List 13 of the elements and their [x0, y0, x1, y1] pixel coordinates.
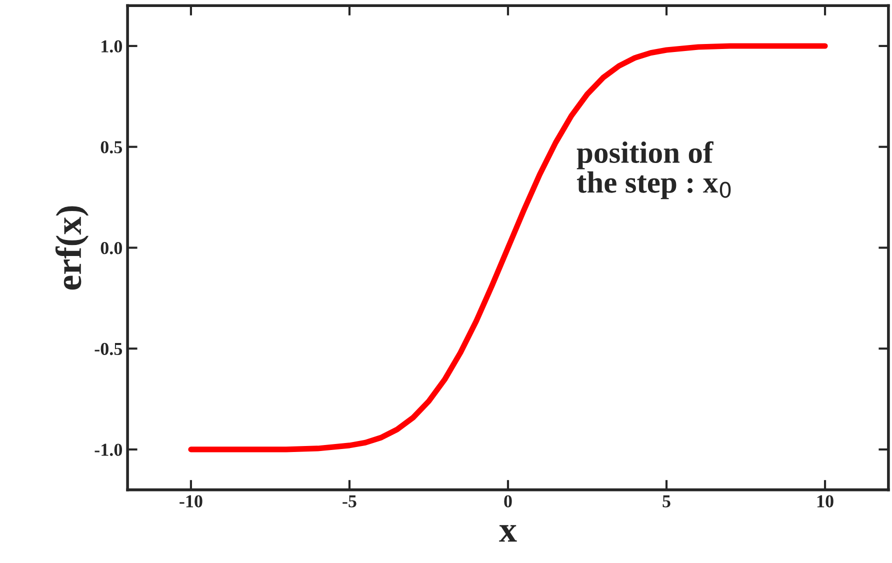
x-axis-title: x	[499, 525, 517, 542]
y-tick-label: 1.0	[102, 40, 122, 52]
y-tick-label: -0.5	[94, 342, 122, 356]
annotation: position of the step : x$_{0}$	[576, 141, 731, 200]
y-tick-label: 0.0	[100, 242, 122, 254]
x-tick-label: -5	[342, 495, 356, 508]
y-axis-title: erf(x)	[55, 206, 89, 290]
x-tick-label: -10	[180, 495, 202, 508]
x-tick-label: 5	[662, 495, 670, 508]
x-tick-label: 0	[504, 495, 512, 508]
y-tick-label: 0.5	[100, 141, 122, 154]
y-tick-label: -1.0	[94, 444, 122, 456]
x-tick-label: 10	[817, 495, 834, 508]
